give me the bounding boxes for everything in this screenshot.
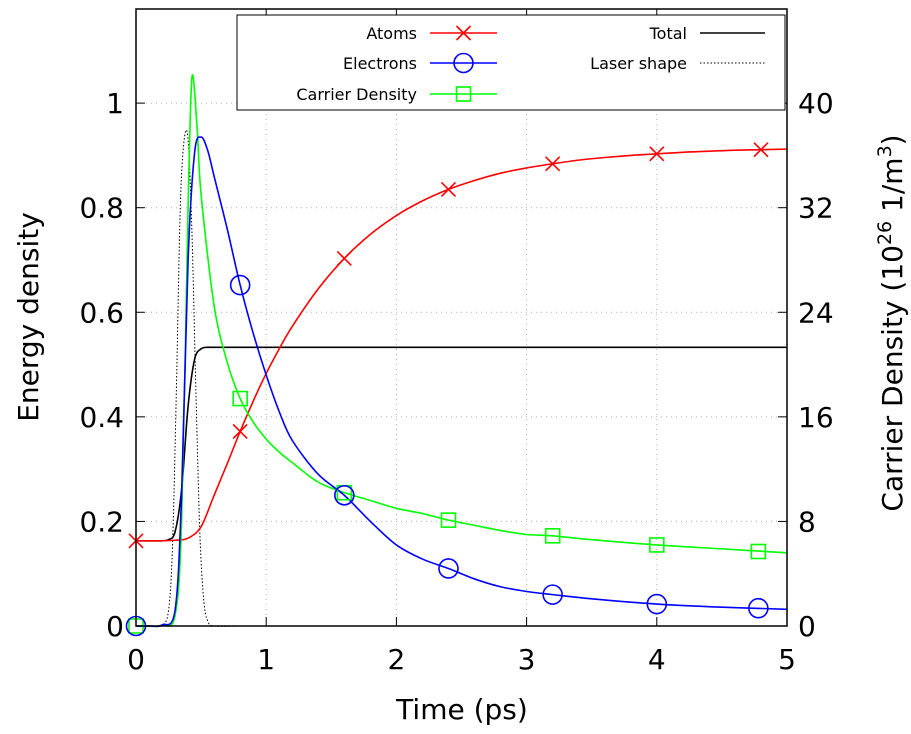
data-point-carrier-density xyxy=(232,390,248,407)
data-point-atoms xyxy=(545,156,561,172)
data-point-electrons xyxy=(229,274,251,296)
series-line-laser-shape xyxy=(135,129,267,628)
y-tick-label: 0 xyxy=(106,610,124,643)
y2-label-exponent: 26 xyxy=(874,221,896,245)
plot-frame xyxy=(135,8,788,627)
x-tick-label: 2 xyxy=(387,643,405,676)
y2-tick-label: 8 xyxy=(798,505,816,538)
data-point-carrier-density xyxy=(544,528,561,544)
x-tick-label: 4 xyxy=(648,643,666,676)
data-point-atoms xyxy=(753,142,769,158)
legend: Atoms Electrons Carrier Density Total Laser … xyxy=(236,14,786,111)
data-point-carrier-density xyxy=(750,543,767,560)
data-point-electrons xyxy=(438,558,459,579)
legend-label-carrier-density: Carrier Density xyxy=(296,85,417,104)
data-point-electrons xyxy=(748,597,769,619)
data-point-electrons xyxy=(646,593,668,615)
x-tick-label: 3 xyxy=(518,643,536,676)
x-tick-label: 0 xyxy=(127,643,145,676)
series-line-atoms xyxy=(135,148,788,542)
data-point-atoms xyxy=(336,250,352,266)
data-point-atoms xyxy=(440,181,457,197)
x-axis-label: Time (ps) xyxy=(395,693,528,726)
y2-label-middle: 1/m xyxy=(876,157,909,220)
y2-tick-label: 40 xyxy=(798,87,834,120)
legend-box xyxy=(236,14,786,111)
y2-tick-label: 0 xyxy=(798,610,816,643)
y-tick-label: 0.2 xyxy=(79,505,124,538)
y2-label-suffix: ) xyxy=(876,134,909,145)
y-tick-label: 1 xyxy=(106,87,124,120)
legend-label-atoms: Atoms xyxy=(366,24,417,43)
legend-marker-atoms xyxy=(455,25,472,41)
y-tick-label: 0.6 xyxy=(79,296,124,329)
data-point-carrier-density xyxy=(648,537,665,553)
legend-label-laser-shape: Laser shape xyxy=(590,54,687,73)
data-point-electrons xyxy=(334,484,355,506)
series-line-electrons xyxy=(135,136,788,628)
data-point-electrons xyxy=(542,584,563,605)
x-tick-label: 5 xyxy=(778,643,796,676)
y2-tick-label: 16 xyxy=(798,401,834,434)
y2-label-exponent2: 3 xyxy=(874,145,896,157)
y2-axis-label: Carrier Density (1026 1/m3) xyxy=(874,134,909,511)
y-axis-label: Energy density xyxy=(12,212,45,422)
y2-tick-label: 24 xyxy=(798,296,834,329)
legend-marker-electrons xyxy=(453,52,474,74)
data-point-atoms xyxy=(649,146,665,162)
data-point-carrier-density xyxy=(440,512,457,528)
y2-tick-label: 32 xyxy=(798,192,834,225)
legend-label-electrons: Electrons xyxy=(343,54,417,73)
series-lines xyxy=(135,74,788,628)
legend-marker-carrier-density xyxy=(455,86,472,102)
legend-label-total: Total xyxy=(649,24,687,43)
y-tick-label: 0.8 xyxy=(79,192,124,225)
series-markers xyxy=(125,142,769,637)
data-point-atoms xyxy=(232,423,248,440)
y2-label-prefix: Carrier Density (10 xyxy=(876,245,909,512)
x-tick-label: 1 xyxy=(257,643,275,676)
y-tick-label: 0.4 xyxy=(79,401,124,434)
